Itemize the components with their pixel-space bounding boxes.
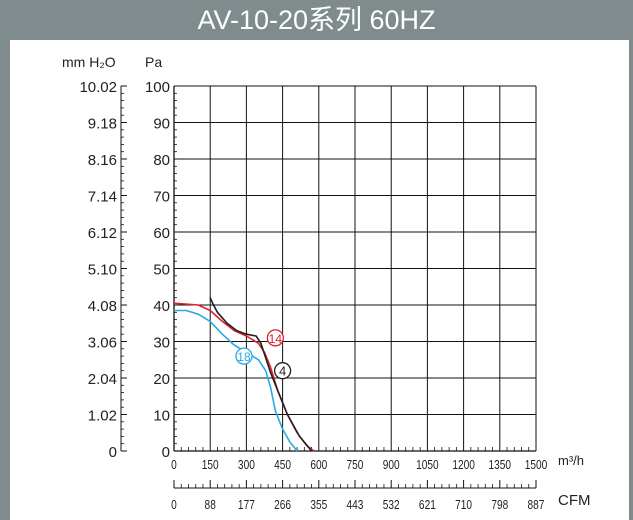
x-tick-label-m3h: 900 xyxy=(383,458,400,472)
y-tick-label-pa: 40 xyxy=(153,298,170,315)
y-tick-label-pa: 30 xyxy=(153,335,170,352)
x-tick-label-m3h: 1500 xyxy=(525,458,548,472)
chart-title: AV-10-20系列 60HZ xyxy=(197,5,436,35)
x-tick-label-cfm: 798 xyxy=(491,498,508,512)
y-tick-label-mmh2o: 4.08 xyxy=(88,298,117,315)
y-tick-label-mmh2o: 5.10 xyxy=(88,262,117,279)
y-axis-unit-pa: Pa xyxy=(145,54,162,70)
curve-14 xyxy=(173,302,315,452)
y-tick-label-mmh2o: 2.04 xyxy=(88,371,117,388)
x-axis-label-m3h: m³/h xyxy=(558,453,584,468)
y-tick-label-mmh2o: 3.06 xyxy=(88,335,117,352)
curve-label-14: 14 xyxy=(269,332,283,346)
x-tick-label-m3h: 1350 xyxy=(489,458,512,472)
x-tick-label-m3h: 1050 xyxy=(416,458,439,472)
y-tick-label-mmh2o: 9.18 xyxy=(88,116,117,133)
y-axis-pa: 0 10 20 30 40 50 60 70 80 90 100 xyxy=(145,79,177,461)
x-tick-label-cfm: 177 xyxy=(238,498,255,512)
y-tick-label-mmh2o: 7.14 xyxy=(88,189,117,206)
y-tick-label-pa: 0 xyxy=(162,444,170,461)
y-axis-mmh2o: 0 1.02 2.04 3.06 4.08 5.10 6.12 7.14 8.16 9.18 10.… xyxy=(79,79,127,461)
curve-label-circle-18 xyxy=(235,347,253,365)
x-axis-m3h: 0 150 300 450 600 750 900 1050 1200 1350 1500 xyxy=(171,447,548,472)
curve-4 xyxy=(209,297,313,452)
x-axis-label-cfm: CFM xyxy=(558,492,591,509)
plot-grid xyxy=(173,85,537,452)
x-tick-label-cfm: 532 xyxy=(383,498,400,512)
curve-labels: 14 18 4 xyxy=(235,329,292,380)
x-tick-label-m3h: 600 xyxy=(310,458,327,472)
y-tick-label-mmh2o: 10.02 xyxy=(79,79,117,96)
x-tick-label-m3h: 0 xyxy=(171,458,177,472)
x-axis-cfm: 0 88 177 266 355 443 532 621 710 798 887 xyxy=(171,480,544,512)
curve-group xyxy=(173,297,315,452)
y-tick-label-pa: 100 xyxy=(145,79,170,96)
y-tick-label-pa: 50 xyxy=(153,262,170,279)
x-tick-label-cfm: 0 xyxy=(171,498,177,512)
x-tick-label-m3h: 1200 xyxy=(452,458,475,472)
y-tick-label-pa: 80 xyxy=(153,152,170,169)
y-tick-label-mmh2o: 1.02 xyxy=(88,408,117,425)
curve-label-circle-4 xyxy=(273,362,292,380)
x-tick-label-cfm: 621 xyxy=(419,498,436,512)
x-tick-label-m3h: 750 xyxy=(347,458,364,472)
y-tick-label-mmh2o: 0 xyxy=(109,444,117,461)
x-tick-label-m3h: 450 xyxy=(274,458,291,472)
y-tick-label-mmh2o: 8.16 xyxy=(88,152,117,169)
x-tick-label-cfm: 443 xyxy=(347,498,364,512)
x-tick-label-cfm: 88 xyxy=(205,498,216,512)
x-tick-label-cfm: 266 xyxy=(274,498,291,512)
y-tick-label-pa: 60 xyxy=(153,225,170,242)
x-tick-label-m3h: 150 xyxy=(202,458,219,472)
x-tick-label-m3h: 300 xyxy=(238,458,255,472)
y-tick-label-pa: 20 xyxy=(153,371,170,388)
x-tick-label-cfm: 887 xyxy=(528,498,545,512)
y-tick-label-pa: 10 xyxy=(153,408,170,425)
y-tick-label-pa: 90 xyxy=(153,116,170,133)
curve-label-4: 4 xyxy=(279,364,286,379)
curve-label-circle-14 xyxy=(266,329,285,347)
y-axis-unit-mmh2o: mm H₂O xyxy=(62,54,116,70)
x-tick-label-cfm: 710 xyxy=(455,498,472,512)
y-tick-label-mmh2o: 6.12 xyxy=(88,225,117,242)
y-tick-label-pa: 70 xyxy=(153,189,170,206)
x-tick-label-cfm: 355 xyxy=(310,498,327,512)
chart-title-bar: AV-10-20系列 60HZ xyxy=(0,0,633,40)
curve-label-18: 18 xyxy=(237,350,251,364)
